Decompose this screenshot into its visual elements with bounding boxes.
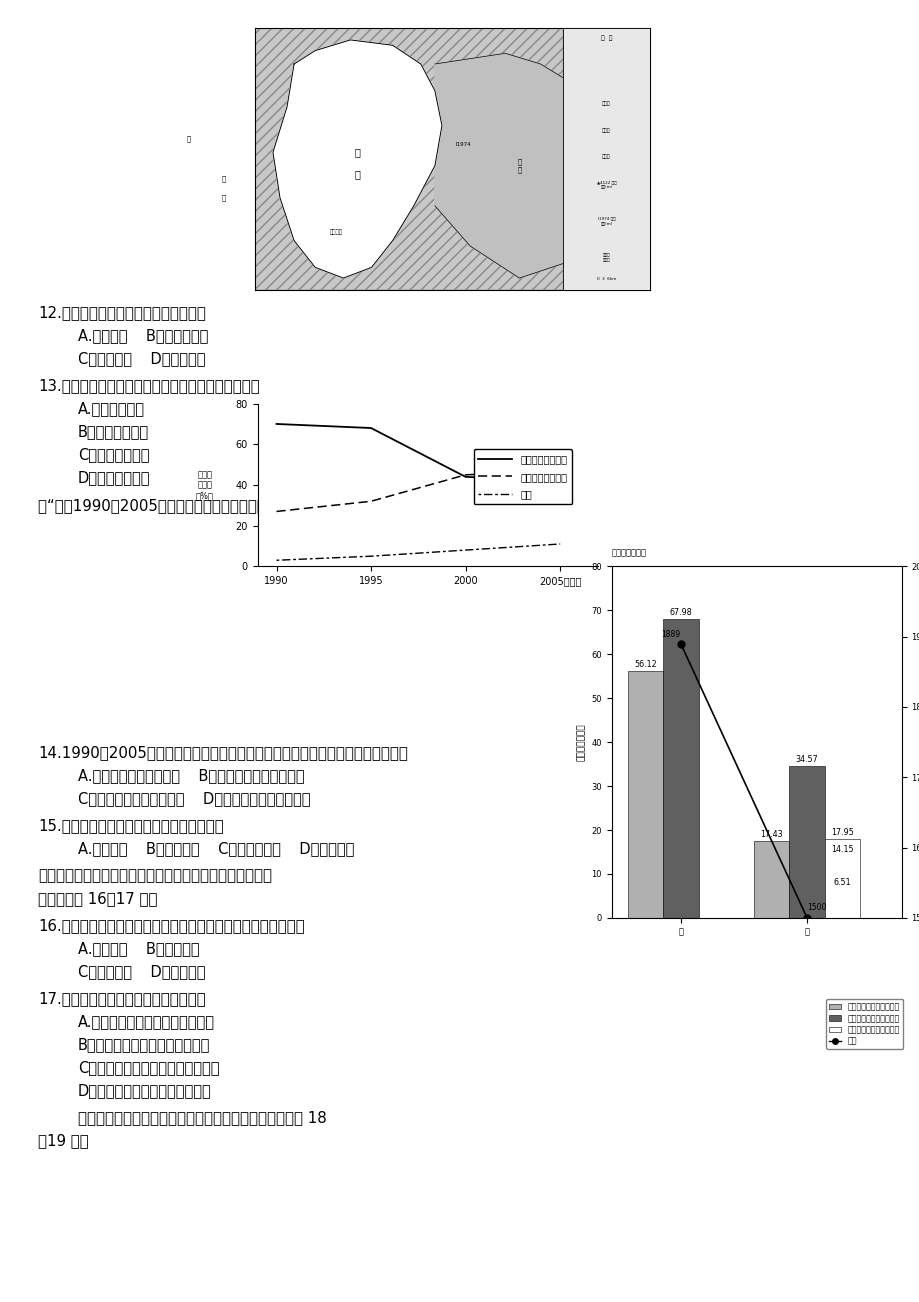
- Text: 海
东: 海 东: [516, 159, 521, 173]
- Text: A.计划生育措施有力，出生率下降: A.计划生育措施有力，出生率下降: [78, 1014, 215, 1029]
- 与配偶居住在一起: [460, 467, 471, 483]
- Text: 12.从图中信息可以判断，洱海的成因是: 12.从图中信息可以判断，洱海的成因是: [38, 305, 206, 320]
- Text: 读图，完成 16～17 题。: 读图，完成 16～17 题。: [38, 891, 157, 906]
- 独居: [271, 552, 282, 568]
- Polygon shape: [273, 40, 441, 279]
- Text: 67.98: 67.98: [669, 608, 692, 617]
- Text: 断层崖
破裂面: 断层崖 破裂面: [602, 254, 609, 262]
- Text: 1500: 1500: [807, 904, 826, 913]
- Legend: 与子女居住在一起, 与配偶居住在一起, 独居: 与子女居住在一起, 与配偶居住在一起, 独居: [473, 449, 572, 504]
- Text: C．地形条件    D．水源丰歉: C．地形条件 D．水源丰歉: [78, 963, 205, 979]
- Y-axis label: 人口数量（万）: 人口数量（万）: [576, 724, 585, 760]
- Bar: [663, 620, 698, 918]
- Bar: [562, 29, 650, 290]
- Text: 17.95: 17.95: [830, 828, 853, 837]
- 与配偶居住在一起: [271, 504, 282, 519]
- Text: 海: 海: [354, 169, 360, 178]
- 与子女居住在一起: [460, 469, 471, 484]
- Text: 山: 山: [221, 194, 225, 201]
- 与配偶居住在一起: [554, 464, 565, 479]
- Bar: [754, 841, 789, 918]
- Text: 下图为我国北方某区域城镇体系规划示意图。读图，完成 18: 下图为我国北方某区域城镇体系规划示意图。读图，完成 18: [78, 1111, 326, 1125]
- Text: A.山体崩塔形成: A.山体崩塔形成: [78, 401, 145, 417]
- Text: 居民点: 居民点: [602, 128, 610, 133]
- Text: 16.据材料推断导致甲、乙两地区人口数量差异的主要自然因素是: 16.据材料推断导致甲、乙两地区人口数量差异的主要自然因素是: [38, 918, 304, 934]
- Text: I1974: I1974: [455, 142, 471, 147]
- Text: 1889: 1889: [661, 630, 680, 639]
- 与子女居住在一起: [554, 473, 565, 488]
- 与配偶居住在一起: [365, 493, 376, 509]
- Text: 读“我国1990～2005年老年人口居住方式统计图”，完成 14～15 题。: 读“我国1990～2005年老年人口居住方式统计图”，完成 14～15 题。: [38, 497, 375, 513]
- Text: 图  例: 图 例: [600, 36, 612, 42]
- Text: 洱: 洱: [354, 147, 360, 158]
- Text: 13.大理古城聚落所在地地形较为平坦，该地形应属于: 13.大理古城聚落所在地地形较为平坦，该地形应属于: [38, 378, 259, 393]
- Text: 右图为我国东南沿海某省级行政区的两个地区人口统计图。: 右图为我国东南沿海某省级行政区的两个地区人口统计图。: [38, 868, 272, 883]
- Text: A.职业构成    B．性别比例    C．人口出生率    D．人口迁移: A.职业构成 B．性别比例 C．人口出生率 D．人口迁移: [78, 841, 354, 855]
- 与子女居住在一起: [271, 417, 282, 432]
- Text: 苍: 苍: [221, 176, 225, 182]
- Text: C．现代冰川堆碍: C．现代冰川堆碍: [78, 447, 150, 462]
- Text: A.人工筑湖    B．火山口积水: A.人工筑湖 B．火山口积水: [78, 328, 208, 342]
- Text: 14.15: 14.15: [830, 845, 853, 854]
- 独居: [365, 548, 376, 564]
- Legend: 第五次人口普查人口总数, 第六次人口普查人口总数, 第六次人口普查城镇人口, 面积: 第五次人口普查人口总数, 第六次人口普查人口总数, 第六次人口普查城镇人口, 面…: [825, 999, 902, 1049]
- Text: B．洪积一冲积扇: B．洪积一冲积扇: [78, 424, 149, 439]
- Text: D．生育观念的改变，出生率下降: D．生育观念的改变，出生率下降: [78, 1083, 211, 1098]
- Text: 河、湖: 河、湖: [602, 102, 610, 107]
- Text: C．断层凹陋    D．滑坡堜塞: C．断层凹陋 D．滑坡堜塞: [78, 352, 205, 366]
- Bar: [628, 672, 663, 918]
- Text: 14.1990～2005年我国老年人口选择与子女居住在一起的比重下降的最可能原因是: 14.1990～2005年我国老年人口选择与子女居住在一起的比重下降的最可能原因…: [38, 745, 407, 760]
- Text: 0  3  6km: 0 3 6km: [596, 277, 616, 281]
- Text: B．人口老龄化严重，死亡率升高: B．人口老龄化严重，死亡率升高: [78, 1036, 210, 1052]
- Text: 17.43: 17.43: [760, 831, 782, 838]
- Polygon shape: [435, 53, 631, 279]
- Text: 17.乙地区人口数量下降的原因最可能是: 17.乙地区人口数量下降的原因最可能是: [38, 991, 206, 1006]
- Text: 人口数量（万）: 人口数量（万）: [611, 548, 646, 557]
- Text: A.气候条件    B．耕地面积: A.气候条件 B．耕地面积: [78, 941, 199, 956]
- Text: ▲4122 山峰
高程(m): ▲4122 山峰 高程(m): [596, 180, 616, 189]
- Text: 56.12: 56.12: [634, 660, 656, 669]
- Text: 古遗迹: 古遗迹: [602, 154, 610, 159]
- Text: I1974 湖面
高程(m): I1974 湖面 高程(m): [597, 216, 615, 225]
- Line: 与子女居住在一起: 与子女居住在一起: [277, 424, 560, 480]
- Line: 独居: 独居: [277, 544, 560, 560]
- Text: ～19 题。: ～19 题。: [38, 1133, 88, 1148]
- Text: 15.我国老年人口生活方式的转变将直接影响: 15.我国老年人口生活方式的转变将直接影响: [38, 818, 223, 833]
- 与子女居住在一起: [365, 421, 376, 436]
- Y-axis label: 老年人
口占比
（%）: 老年人 口占比 （%）: [196, 470, 214, 500]
- 独居: [554, 536, 565, 552]
- Text: C．人口的净迁出率大于自然增长率: C．人口的净迁出率大于自然增长率: [78, 1060, 220, 1075]
- 独居: [460, 543, 471, 559]
- Text: 6.51: 6.51: [833, 878, 850, 887]
- Text: 34.57: 34.57: [795, 755, 818, 764]
- Text: 大理古城: 大理古城: [330, 229, 343, 236]
- Line: 与配偶居住在一起: 与配偶居住在一起: [277, 471, 560, 512]
- Text: D．洱海侵蚀平原: D．洱海侵蚀平原: [78, 470, 151, 486]
- Text: A.子女诼养老人能力下降    B．老人占总人口比重下降: A.子女诼养老人能力下降 B．老人占总人口比重下降: [78, 768, 304, 783]
- Bar: [823, 838, 859, 918]
- Text: 点: 点: [187, 135, 190, 142]
- Text: C．老年人口数量逐渐减少    D．国家养老制度逐步完善: C．老年人口数量逐渐减少 D．国家养老制度逐步完善: [78, 792, 311, 806]
- Bar: [789, 766, 823, 918]
